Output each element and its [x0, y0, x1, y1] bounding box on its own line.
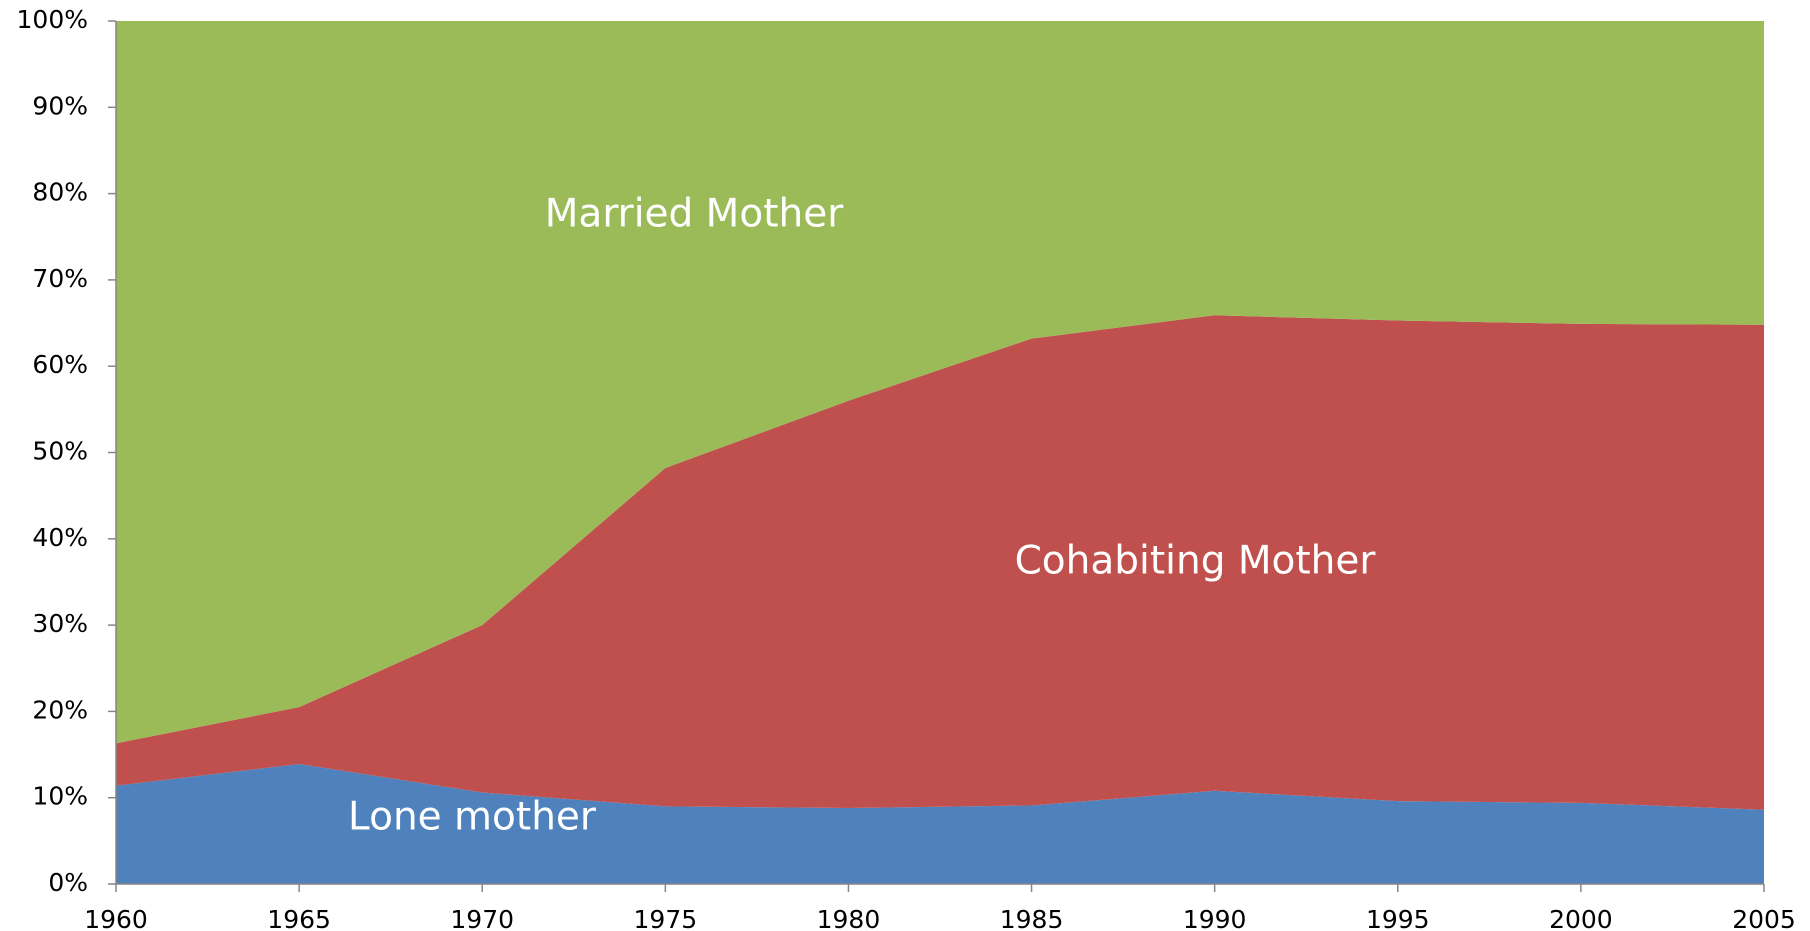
area — [116, 764, 1764, 884]
x-tick-label: 1975 — [634, 905, 698, 931]
x-tick-label: 1990 — [1183, 905, 1247, 931]
y-tick-label: 60% — [32, 350, 88, 379]
y-tick-label: 90% — [32, 91, 88, 120]
x-tick-label: 2000 — [1549, 905, 1613, 931]
area — [116, 21, 1764, 744]
y-tick-label: 70% — [32, 264, 88, 293]
y-tick-label: 50% — [32, 437, 88, 466]
area — [116, 315, 1764, 810]
y-tick-label: 40% — [32, 523, 88, 552]
area-label: Cohabiting Mother — [1015, 539, 1377, 584]
area-label: Married Mother — [545, 192, 844, 237]
area-label: Lone mother — [348, 795, 597, 840]
x-tick-label: 1960 — [84, 905, 148, 931]
x-tick-label: 1965 — [267, 905, 331, 931]
y-tick-label: 100% — [17, 5, 88, 34]
x-tick-label: 1980 — [817, 905, 881, 931]
y-tick-label: 80% — [32, 178, 88, 207]
x-tick-label: 1970 — [450, 905, 514, 931]
y-tick-label: 10% — [32, 782, 88, 811]
x-tick-label: 2005 — [1732, 905, 1796, 931]
y-tick-label: 30% — [32, 609, 88, 638]
y-tick-label: 0% — [48, 868, 88, 897]
y-tick-label: 20% — [32, 695, 88, 724]
x-tick-label: 1985 — [1000, 905, 1064, 931]
x-tick-label: 1995 — [1366, 905, 1430, 931]
